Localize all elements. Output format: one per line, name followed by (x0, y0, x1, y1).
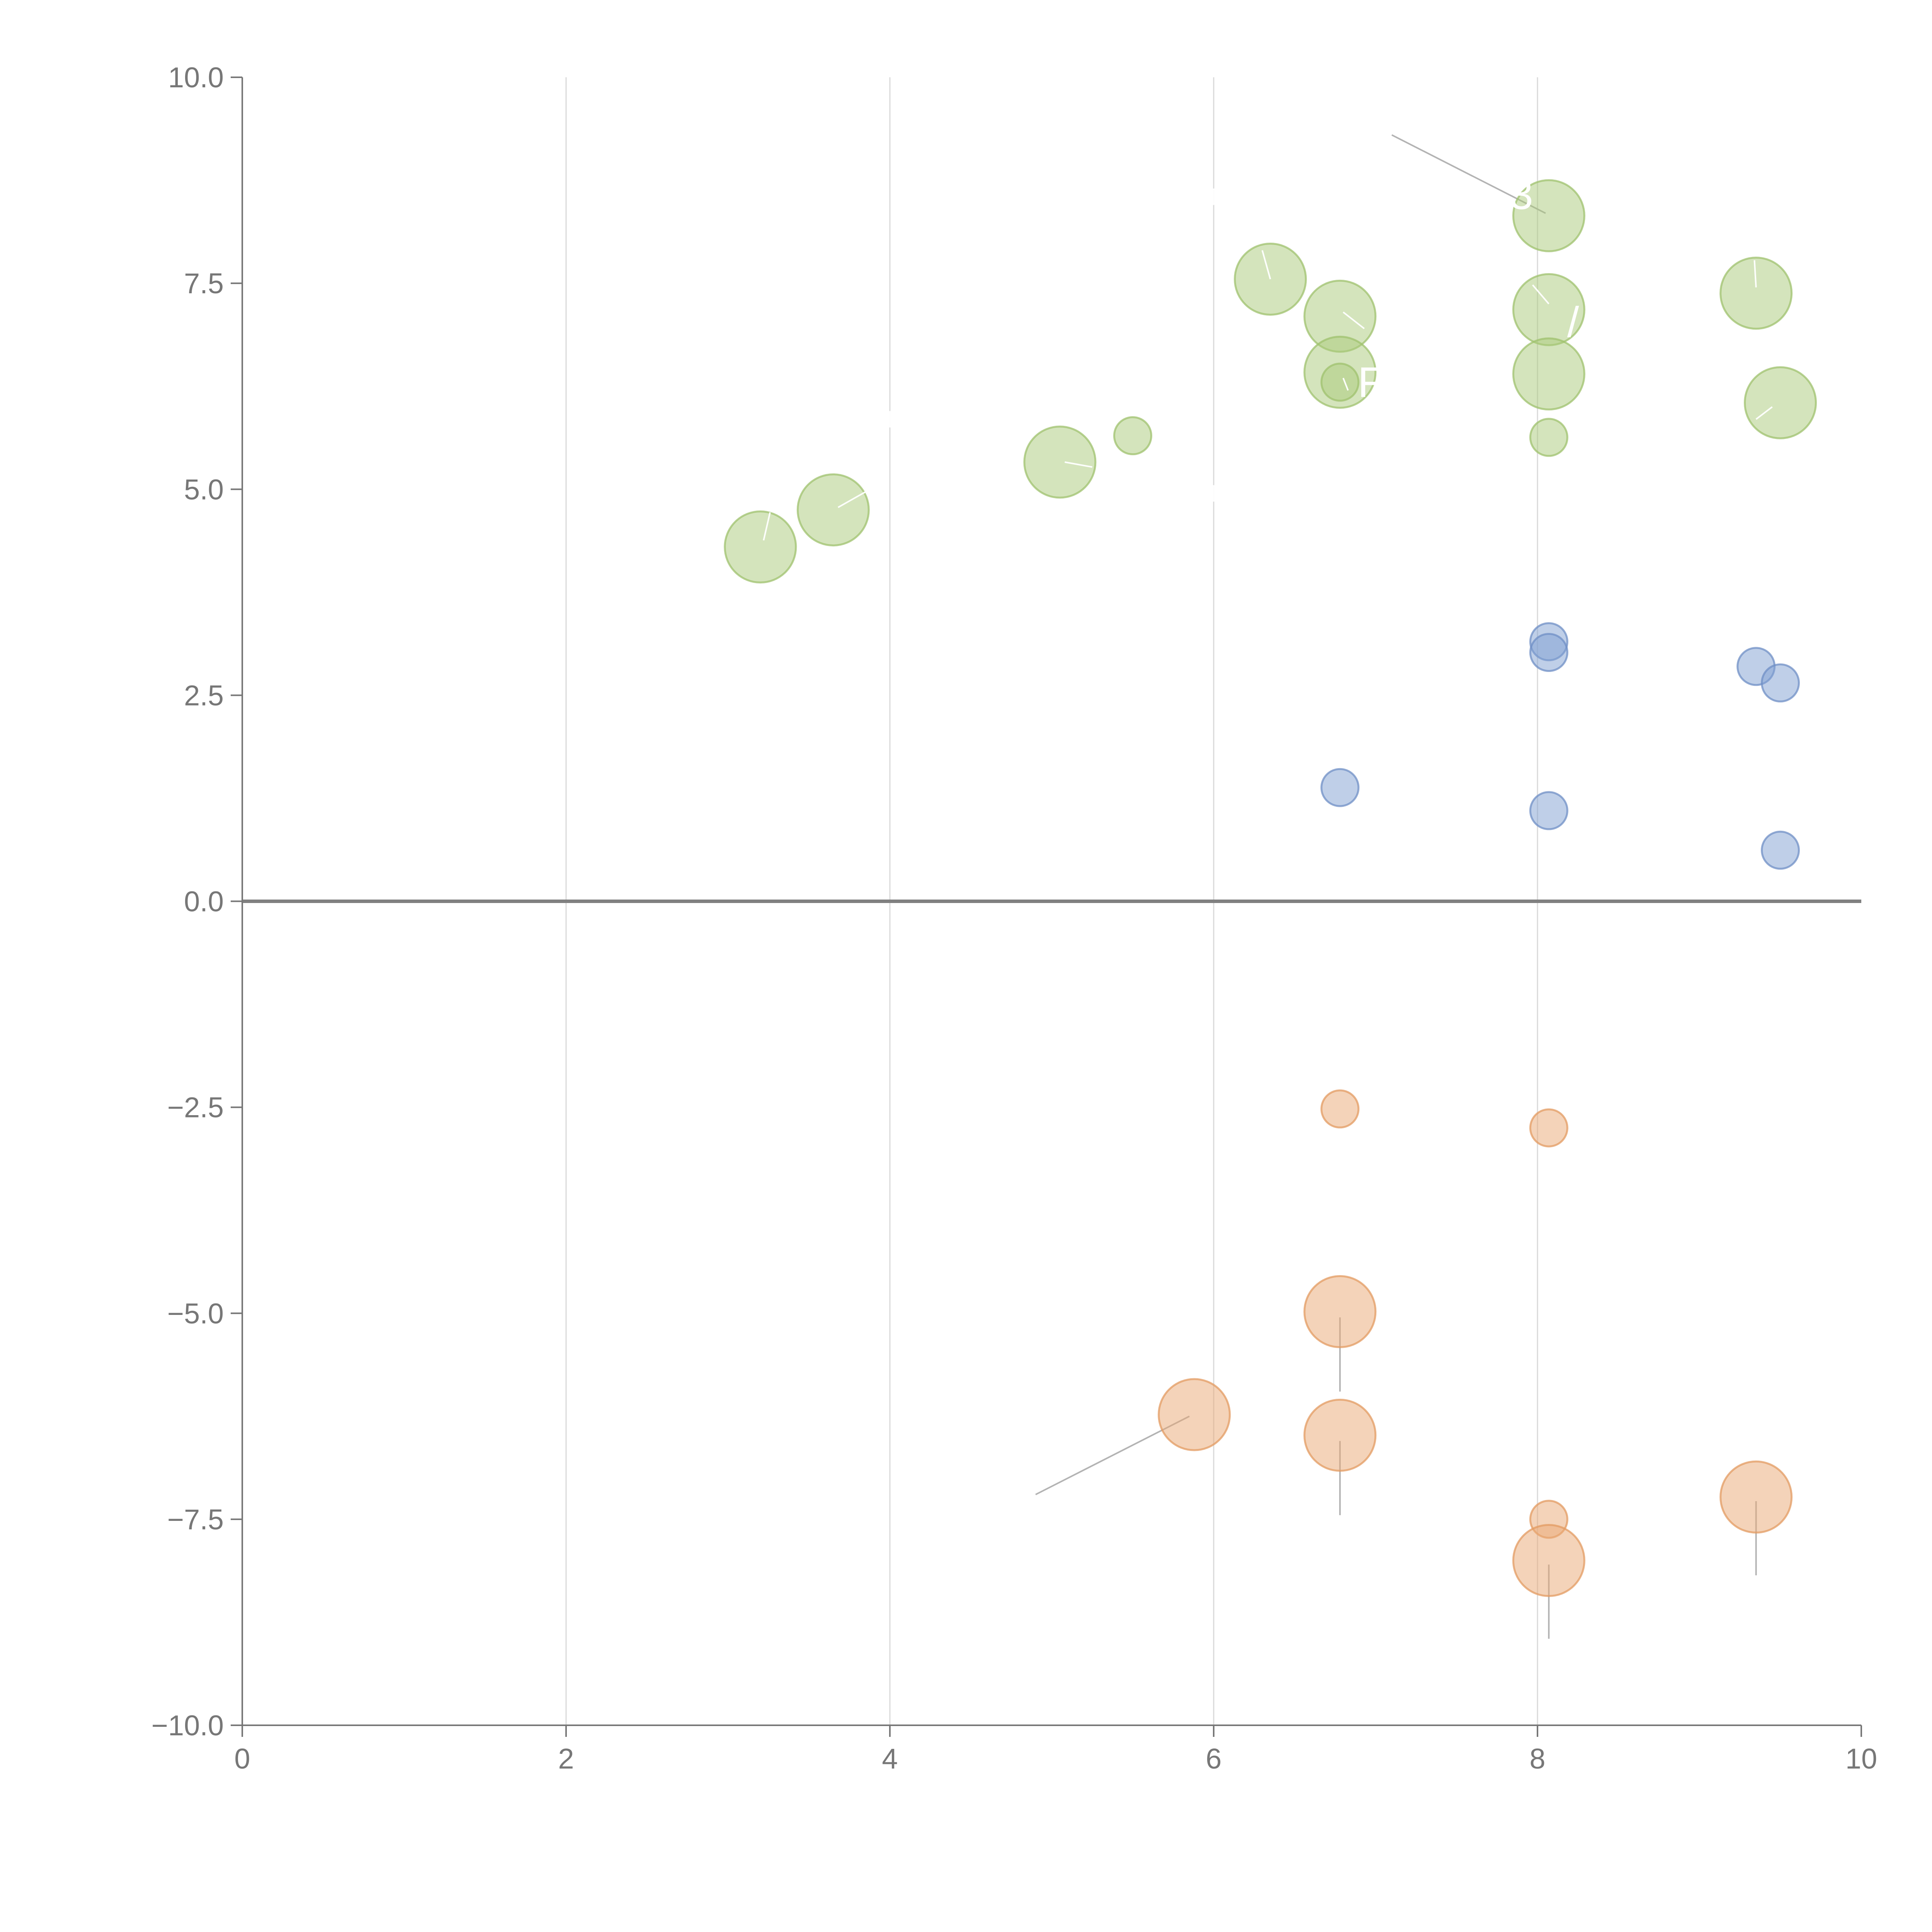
leader-line (1065, 461, 1093, 468)
data-points (724, 179, 1817, 1597)
leader-line (763, 512, 771, 541)
label-lines (763, 188, 1773, 541)
data-point-orange (1303, 1398, 1377, 1472)
leader-line (1342, 378, 1349, 391)
y-tick-label: 5.0 (184, 473, 224, 505)
leader-line (1342, 311, 1365, 329)
data-point-green (724, 510, 797, 584)
y-tick-label: 7.5 (184, 267, 224, 299)
x-tick-label: 2 (558, 1743, 574, 1775)
data-point-green (1529, 418, 1568, 457)
data-point-orange (1158, 1378, 1231, 1451)
data-point-orange (1303, 1275, 1377, 1348)
data-point-green (1744, 366, 1817, 439)
y-tick-label: 10.0 (168, 61, 224, 94)
data-point-blue (1529, 791, 1568, 830)
y-tick-label: 2.5 (184, 679, 224, 711)
leader-line (1261, 250, 1271, 280)
data-point-green (1512, 337, 1585, 411)
data-point-orange (1320, 1089, 1360, 1129)
data-point-green (1023, 425, 1097, 499)
data-point-green (1719, 257, 1793, 330)
x-tick-label: 4 (882, 1743, 898, 1775)
annotation-label: / (1567, 299, 1579, 346)
data-point-blue (1761, 830, 1800, 870)
y-tick-label: 0.0 (184, 886, 224, 918)
data-point-green (1320, 362, 1360, 402)
data-point-green (1512, 179, 1585, 252)
annotations: 3 / F (1358, 171, 1579, 406)
y-tick-label: −10.0 (151, 1709, 224, 1742)
x-tick-label: 10 (1845, 1743, 1877, 1775)
data-point-blue (1529, 633, 1568, 672)
leader-line (837, 490, 868, 508)
data-point-orange (1512, 1524, 1585, 1597)
x-tick-label: 8 (1529, 1743, 1545, 1775)
y-tick-label: −2.5 (167, 1092, 224, 1124)
annotation-label: 3 (1510, 171, 1533, 218)
leader-line (1753, 260, 1757, 287)
leader-line (1755, 406, 1773, 420)
data-point-blue (1761, 663, 1800, 702)
leader-lines (1035, 134, 1757, 1639)
data-point-blue (1320, 768, 1360, 807)
y-tick-label: −5.0 (167, 1298, 224, 1330)
x-tick-label: 0 (234, 1743, 250, 1775)
annotation-label: F (1358, 359, 1384, 406)
axes: 10.0 7.5 5.0 2.5 0.0 −2.5 −5.0 −7.5 −10.0 0 2 4 6 8 10 (151, 61, 1877, 1775)
y-tick-label: −7.5 (167, 1503, 224, 1536)
leader-line (1532, 284, 1549, 304)
data-point-orange (1719, 1460, 1793, 1534)
data-point-orange (1529, 1108, 1568, 1148)
x-tick-label: 6 (1206, 1743, 1221, 1775)
data-point-green (1113, 416, 1152, 456)
data-point-green (796, 473, 870, 547)
